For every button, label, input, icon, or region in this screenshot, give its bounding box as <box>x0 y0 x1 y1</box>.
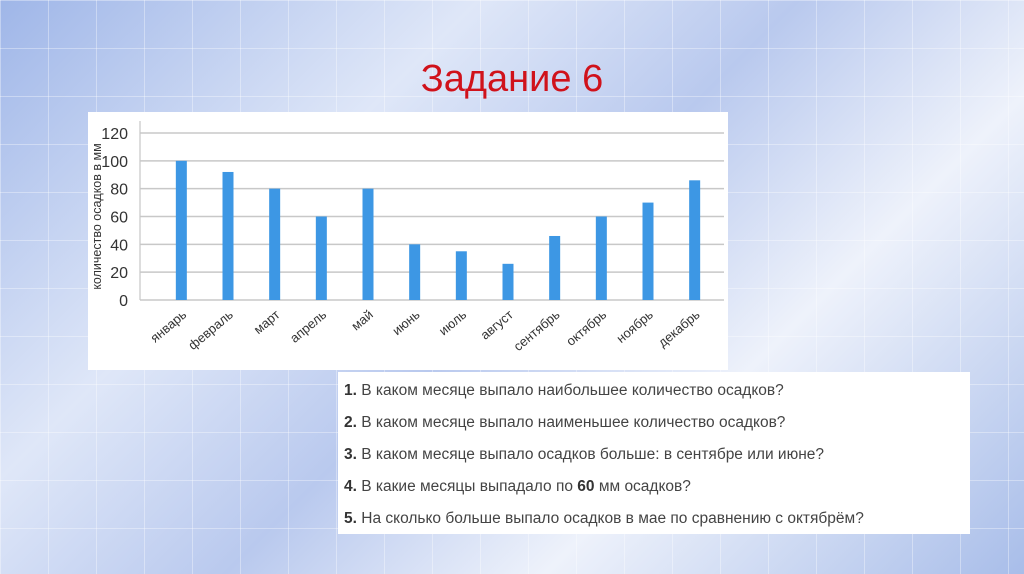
y-tick-label: 120 <box>101 126 128 143</box>
y-tick-label: 80 <box>110 182 128 199</box>
bar-январь <box>175 160 187 300</box>
bar-ноябрь <box>642 202 654 300</box>
bar-июнь <box>409 244 421 300</box>
x-tick-label: апрель <box>287 307 329 346</box>
y-tick-label: 60 <box>110 210 128 227</box>
question-2: 2. В каком месяце выпало наименьшее коли… <box>344 414 786 431</box>
x-tick-label: октябрь <box>563 307 609 349</box>
x-tick-label: июнь <box>389 307 423 339</box>
x-tick-label: июль <box>436 307 470 339</box>
x-tick-label: февраль <box>185 307 236 353</box>
x-tick-label: январь <box>147 307 189 346</box>
chart-panel: 0 20 40 60 80 100 120 количество осадков в мм ян… <box>88 112 728 370</box>
question-5: 5. На сколько больше выпало осадков в ма… <box>344 510 864 527</box>
y-tick-label: 40 <box>110 237 128 254</box>
bar-февраль <box>222 171 234 300</box>
question-4: 4. В какие месяцы выпадало по 60 мм осад… <box>344 478 691 495</box>
bar-март <box>269 188 281 300</box>
x-tick-label: август <box>477 307 516 343</box>
y-tick-label: 100 <box>101 154 128 171</box>
bar-апрель <box>315 216 327 300</box>
bar-сентябрь <box>549 235 561 300</box>
bar-октябрь <box>595 216 607 300</box>
bar-май <box>362 188 374 300</box>
bar-август <box>502 263 514 300</box>
bar-декабрь <box>689 180 701 300</box>
y-axis-label: количество осадков в мм <box>90 143 104 289</box>
question-1: 1. В каком месяце выпало наибольшее коли… <box>344 382 784 399</box>
question-3: 3. В каком месяце выпало осадков больше:… <box>344 446 824 463</box>
x-tick-label: ноябрь <box>613 307 656 346</box>
slide-title: Задание 6 <box>420 58 604 100</box>
y-tick-label: 20 <box>110 265 128 282</box>
y-tick-label: 0 <box>119 293 128 310</box>
x-tick-label: май <box>348 307 376 334</box>
x-tick-label: сентябрь <box>511 307 563 354</box>
x-tick-label: декабрь <box>655 307 703 350</box>
bar-июль <box>455 251 467 300</box>
questions-panel: 1. В каком месяце выпало наибольшее коли… <box>338 372 970 534</box>
x-tick-label: март <box>251 307 283 337</box>
